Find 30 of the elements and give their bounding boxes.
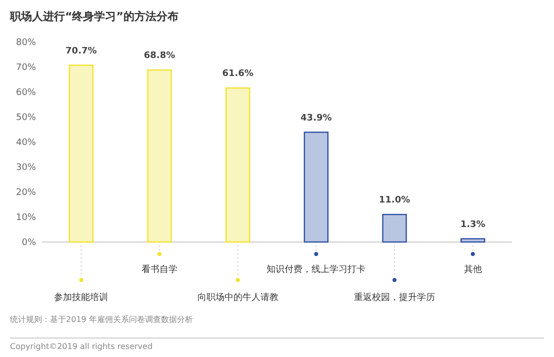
y-tick-label: 30% (16, 163, 36, 174)
y-tick-label: 50% (16, 113, 36, 124)
y-tick-label: 20% (16, 188, 36, 198)
bar (68, 64, 94, 243)
bar (304, 132, 329, 243)
data-label: 43.9% (300, 113, 332, 124)
data-label: 68.8% (144, 51, 176, 61)
x-tick-label: 向职场中的牛人请教 (197, 292, 278, 303)
data-label: 70.7% (66, 46, 97, 56)
bar (382, 214, 407, 243)
data-label: 1.3% (460, 220, 486, 230)
x-tick-label: 看书自学 (142, 264, 178, 275)
text: Copyright©2019 all rights reserved (10, 342, 153, 351)
chart-title: 职场人进行“终身学习”的方法分布 (9, 10, 178, 23)
y-tick-label: 70% (16, 63, 36, 74)
data-label: 61.6% (222, 69, 254, 79)
y-tick-label: 80% (16, 38, 36, 48)
bar (225, 87, 250, 243)
text: 统计规则：基于2019 年雇佣关系问卷调查数据分析 (10, 315, 193, 324)
y-tick-label: 0% (22, 238, 36, 248)
x-tick-label: 参加技能培训 (54, 292, 108, 303)
bar (147, 69, 172, 243)
bar (460, 238, 486, 243)
y-tick-label: 60% (16, 88, 36, 98)
y-tick-label: 10% (16, 213, 36, 224)
x-tick-label: 其他 (464, 264, 482, 275)
x-tick-label: 知识付费，线上学习打卡 (266, 264, 366, 275)
x-tick-label: 重返校园，提升学历 (354, 292, 435, 303)
data-label: 11.0% (378, 196, 410, 206)
y-tick-label: 40% (16, 138, 36, 148)
